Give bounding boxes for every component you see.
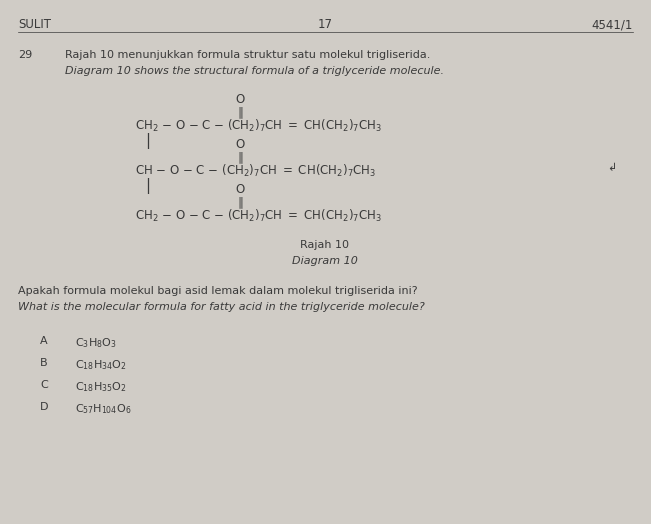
Text: 29: 29	[18, 50, 33, 60]
Text: Diagram 10 shows the structural formula of a triglyceride molecule.: Diagram 10 shows the structural formula …	[65, 66, 444, 76]
Text: C$_{57}$H$_{104}$O$_6$: C$_{57}$H$_{104}$O$_6$	[75, 402, 132, 416]
Text: ∥: ∥	[237, 150, 243, 163]
Text: |: |	[145, 178, 150, 194]
Text: What is the molecular formula for fatty acid in the triglyceride molecule?: What is the molecular formula for fatty …	[18, 302, 424, 312]
Text: ∥: ∥	[237, 105, 243, 118]
Text: Diagram 10: Diagram 10	[292, 256, 358, 266]
Text: C: C	[40, 380, 48, 390]
Text: O: O	[236, 93, 245, 106]
Text: 17: 17	[318, 18, 333, 31]
Text: O: O	[236, 138, 245, 151]
Text: C$_3$H$_8$O$_3$: C$_3$H$_8$O$_3$	[75, 336, 117, 350]
Text: |: |	[145, 133, 150, 149]
Text: O: O	[236, 183, 245, 196]
Text: CH$_2$ $-$ O $-$ C $-$ (CH$_2$)$_7$CH $=$ CH(CH$_2$)$_7$CH$_3$: CH$_2$ $-$ O $-$ C $-$ (CH$_2$)$_7$CH $=…	[135, 208, 382, 224]
Text: ↲: ↲	[607, 163, 616, 173]
Text: Rajah 10: Rajah 10	[301, 240, 350, 250]
Text: C$_{18}$H$_{34}$O$_2$: C$_{18}$H$_{34}$O$_2$	[75, 358, 127, 372]
Text: B: B	[40, 358, 48, 368]
Text: 4541/1: 4541/1	[592, 18, 633, 31]
Text: CH $-$ O $-$ C $-$ (CH$_2$)$_7$CH $=$ CH(CH$_2$)$_7$CH$_3$: CH $-$ O $-$ C $-$ (CH$_2$)$_7$CH $=$ CH…	[135, 163, 376, 179]
Text: D: D	[40, 402, 49, 412]
Text: CH$_2$ $-$ O $-$ C $-$ (CH$_2$)$_7$CH $=$ CH(CH$_2$)$_7$CH$_3$: CH$_2$ $-$ O $-$ C $-$ (CH$_2$)$_7$CH $=…	[135, 118, 382, 134]
Text: Apakah formula molekul bagi asid lemak dalam molekul trigliserida ini?: Apakah formula molekul bagi asid lemak d…	[18, 286, 418, 296]
Text: C$_{18}$H$_{35}$O$_2$: C$_{18}$H$_{35}$O$_2$	[75, 380, 127, 394]
Text: Rajah 10 menunjukkan formula struktur satu molekul trigliserida.: Rajah 10 menunjukkan formula struktur sa…	[65, 50, 430, 60]
Text: ∥: ∥	[237, 195, 243, 208]
Text: SULIT: SULIT	[18, 18, 51, 31]
Text: A: A	[40, 336, 48, 346]
